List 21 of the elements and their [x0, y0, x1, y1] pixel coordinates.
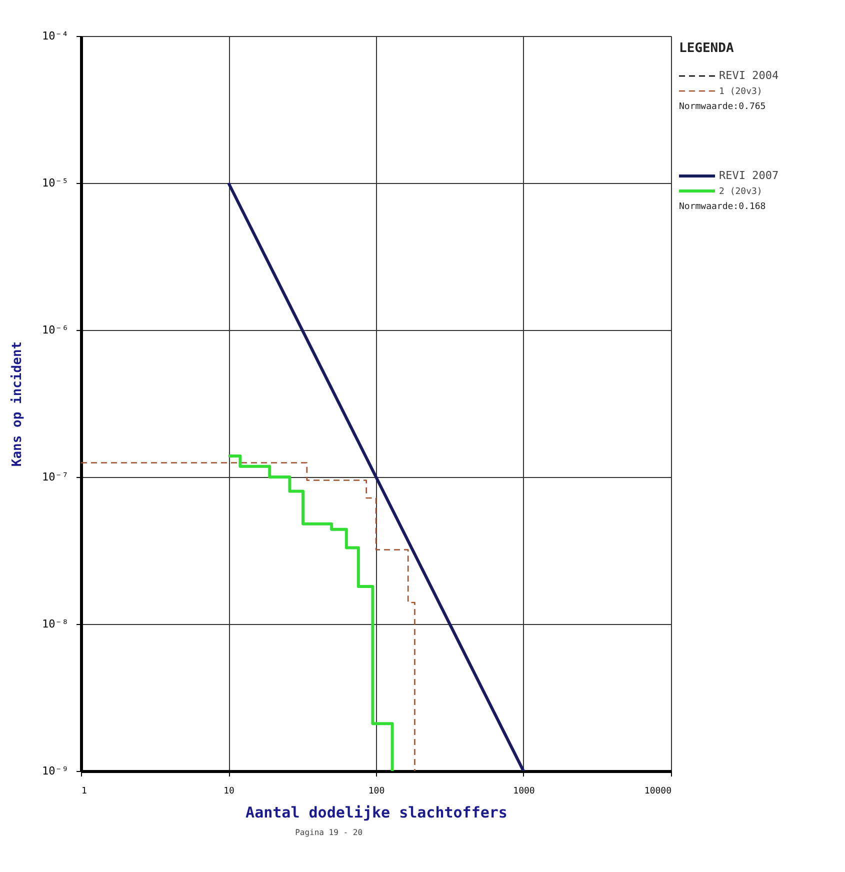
legend-label: 1 (20v3): [719, 87, 762, 97]
legend-label: 2 (20v3): [719, 187, 762, 197]
legend-title: LEGENDA: [679, 41, 734, 56]
y-axis-title: Kans op incident: [10, 341, 26, 467]
x-tick-label: 100: [368, 786, 385, 796]
x-tick-label: 1000: [513, 786, 535, 796]
y-tick-label: 10⁻⁸: [42, 618, 68, 630]
y-tick-label: 10⁻⁵: [42, 176, 68, 190]
x-axis-title: Aantal dodelijke slachtoffers: [246, 804, 508, 822]
y-tick-label: 10⁻⁷: [42, 470, 68, 484]
y-tick-label: 10⁻⁴: [42, 30, 68, 42]
x-tick-label: 10: [224, 786, 234, 796]
y-tick-label: 10⁻⁶: [42, 324, 68, 336]
y-tick-label: 10⁻⁹: [42, 764, 68, 778]
text: Pagina 19 - 20: [295, 828, 363, 837]
legend-label: REVI 2004: [719, 69, 779, 82]
legend-label: REVI 2007: [719, 169, 779, 182]
text: Normwaarde:0.765: [679, 102, 766, 112]
x-tick-label: 1: [82, 786, 87, 796]
x-tick-label: 10000: [644, 786, 672, 796]
text: Normwaarde:0.168: [679, 202, 766, 212]
